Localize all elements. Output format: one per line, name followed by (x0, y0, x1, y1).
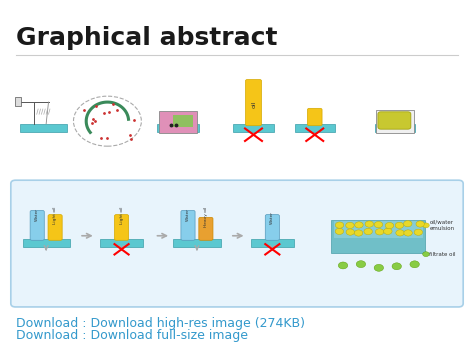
FancyBboxPatch shape (375, 124, 415, 132)
Circle shape (423, 252, 429, 257)
Text: filtrate oil: filtrate oil (429, 252, 456, 257)
FancyBboxPatch shape (265, 215, 279, 240)
FancyBboxPatch shape (378, 112, 411, 129)
Text: Graphical abstract: Graphical abstract (16, 26, 277, 50)
Circle shape (374, 264, 383, 271)
Circle shape (396, 230, 404, 236)
FancyBboxPatch shape (376, 110, 414, 133)
Circle shape (392, 263, 401, 270)
Text: oil/water
emulsion: oil/water emulsion (429, 220, 455, 231)
Circle shape (403, 220, 412, 227)
FancyBboxPatch shape (173, 239, 220, 246)
Circle shape (346, 229, 355, 235)
Text: Water: Water (186, 208, 190, 221)
FancyBboxPatch shape (199, 217, 213, 240)
Circle shape (385, 223, 394, 229)
FancyBboxPatch shape (48, 215, 62, 240)
Circle shape (335, 222, 344, 228)
FancyBboxPatch shape (251, 239, 293, 246)
FancyBboxPatch shape (157, 124, 199, 132)
Text: oil: oil (252, 100, 256, 107)
Circle shape (355, 222, 363, 228)
FancyBboxPatch shape (331, 220, 426, 253)
FancyBboxPatch shape (30, 210, 44, 240)
FancyBboxPatch shape (115, 215, 128, 240)
FancyBboxPatch shape (181, 210, 195, 240)
Circle shape (416, 221, 424, 227)
FancyBboxPatch shape (334, 221, 423, 238)
FancyBboxPatch shape (11, 180, 463, 307)
FancyBboxPatch shape (295, 124, 335, 132)
Circle shape (375, 229, 384, 235)
Circle shape (364, 229, 373, 235)
Text: Light oil: Light oil (119, 206, 124, 224)
FancyBboxPatch shape (159, 111, 197, 133)
Circle shape (354, 230, 363, 236)
FancyBboxPatch shape (308, 108, 322, 126)
Text: Water: Water (35, 208, 39, 221)
Circle shape (338, 262, 348, 269)
Text: Water: Water (270, 211, 274, 224)
Circle shape (346, 222, 354, 229)
Circle shape (356, 261, 365, 268)
Circle shape (410, 261, 419, 268)
Text: Download : Download full-size image: Download : Download full-size image (16, 329, 247, 342)
Circle shape (335, 228, 344, 235)
Text: Light oil: Light oil (53, 206, 57, 224)
FancyBboxPatch shape (173, 115, 193, 127)
Text: Download : Download high-res image (274KB): Download : Download high-res image (274K… (16, 316, 304, 329)
FancyBboxPatch shape (23, 239, 70, 246)
FancyBboxPatch shape (246, 79, 262, 126)
Circle shape (423, 223, 429, 228)
Text: Heavy oil: Heavy oil (204, 206, 208, 227)
Circle shape (414, 229, 423, 235)
FancyBboxPatch shape (15, 97, 21, 106)
FancyBboxPatch shape (20, 124, 67, 132)
Circle shape (404, 230, 412, 236)
Circle shape (365, 221, 374, 227)
FancyBboxPatch shape (234, 124, 273, 132)
Circle shape (383, 228, 392, 235)
FancyBboxPatch shape (100, 239, 143, 246)
Circle shape (395, 222, 404, 229)
Circle shape (374, 222, 383, 228)
